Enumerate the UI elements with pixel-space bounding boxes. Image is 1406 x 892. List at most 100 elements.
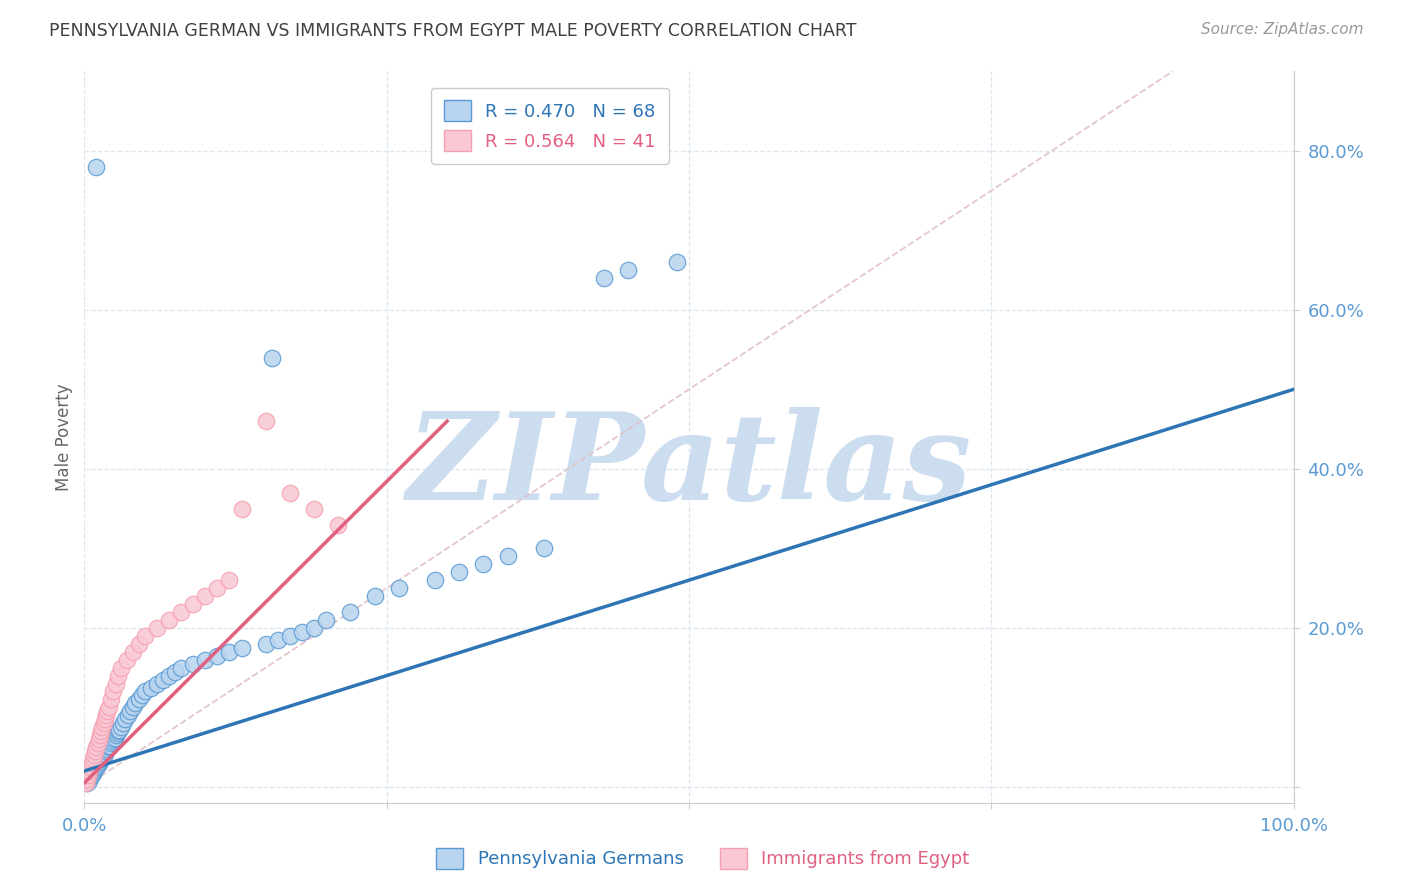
Point <box>278 485 301 500</box>
Point <box>105 726 128 740</box>
Point <box>98 739 121 753</box>
Point <box>117 708 139 723</box>
Point <box>77 772 100 786</box>
Point <box>328 517 350 532</box>
Point <box>79 770 101 784</box>
Point <box>533 541 555 556</box>
Point <box>115 653 138 667</box>
Point <box>86 160 108 174</box>
Point <box>90 752 112 766</box>
Text: Source: ZipAtlas.com: Source: ZipAtlas.com <box>1201 22 1364 37</box>
Point <box>131 689 153 703</box>
Point <box>89 728 111 742</box>
Point <box>94 744 117 758</box>
Point <box>139 681 162 695</box>
Point <box>100 736 122 750</box>
Point <box>302 501 325 516</box>
Point <box>423 573 446 587</box>
Point <box>194 589 217 603</box>
Point <box>96 705 118 719</box>
Point <box>101 733 124 747</box>
Point <box>152 673 174 687</box>
Point <box>593 271 616 285</box>
Point <box>87 732 110 747</box>
Point <box>97 700 120 714</box>
Point <box>121 645 143 659</box>
Y-axis label: Male Poverty: Male Poverty <box>55 384 73 491</box>
Point <box>388 581 411 595</box>
Point <box>260 351 283 365</box>
Point <box>207 581 229 595</box>
Point <box>181 657 204 671</box>
Point <box>75 776 97 790</box>
Point <box>104 728 127 742</box>
Point <box>254 637 277 651</box>
Point <box>86 760 108 774</box>
Point <box>96 741 118 756</box>
Point <box>146 621 169 635</box>
Point <box>82 752 104 766</box>
Point <box>103 684 125 698</box>
Point <box>80 768 103 782</box>
Point <box>134 629 156 643</box>
Point <box>291 624 314 639</box>
Point <box>93 716 115 731</box>
Legend: R = 0.470   N = 68, R = 0.564   N = 41: R = 0.470 N = 68, R = 0.564 N = 41 <box>432 87 668 164</box>
Point <box>617 263 640 277</box>
Text: ZIPatlas: ZIPatlas <box>406 407 972 525</box>
Point <box>94 747 117 761</box>
Point <box>231 501 253 516</box>
Point <box>170 605 193 619</box>
Point <box>107 668 129 682</box>
Point <box>79 760 101 774</box>
Point <box>157 668 180 682</box>
Point <box>231 640 253 655</box>
Point <box>146 676 169 690</box>
Point <box>496 549 519 564</box>
Point <box>218 645 240 659</box>
Point <box>84 744 107 758</box>
Point <box>87 756 110 770</box>
Point <box>134 684 156 698</box>
Point <box>100 692 122 706</box>
Point <box>170 660 193 674</box>
Point <box>104 676 127 690</box>
Point <box>124 697 146 711</box>
Point <box>90 724 112 739</box>
Point <box>77 768 100 782</box>
Point <box>86 736 108 750</box>
Point <box>207 648 229 663</box>
Point <box>254 414 277 428</box>
Point <box>107 724 129 739</box>
Point <box>110 720 132 734</box>
Point <box>80 756 103 770</box>
Legend: Pennsylvania Germans, Immigrants from Egypt: Pennsylvania Germans, Immigrants from Eg… <box>429 840 977 876</box>
Point <box>128 692 150 706</box>
Point <box>76 776 98 790</box>
Point <box>278 629 301 643</box>
Point <box>110 660 132 674</box>
Point <box>77 773 100 788</box>
Point <box>112 716 135 731</box>
Point <box>128 637 150 651</box>
Point <box>315 613 337 627</box>
Point <box>157 613 180 627</box>
Point <box>165 665 187 679</box>
Point <box>89 755 111 769</box>
Point <box>121 700 143 714</box>
Point <box>84 763 107 777</box>
Point <box>94 708 117 723</box>
Point <box>91 749 114 764</box>
Point <box>114 712 136 726</box>
Point <box>76 772 98 786</box>
Point <box>218 573 240 587</box>
Point <box>363 589 385 603</box>
Point <box>83 748 105 763</box>
Point <box>82 765 104 780</box>
Point <box>120 705 142 719</box>
Point <box>94 712 117 726</box>
Point <box>91 720 114 734</box>
Point <box>86 757 108 772</box>
Point <box>104 731 127 745</box>
Point <box>97 740 120 755</box>
